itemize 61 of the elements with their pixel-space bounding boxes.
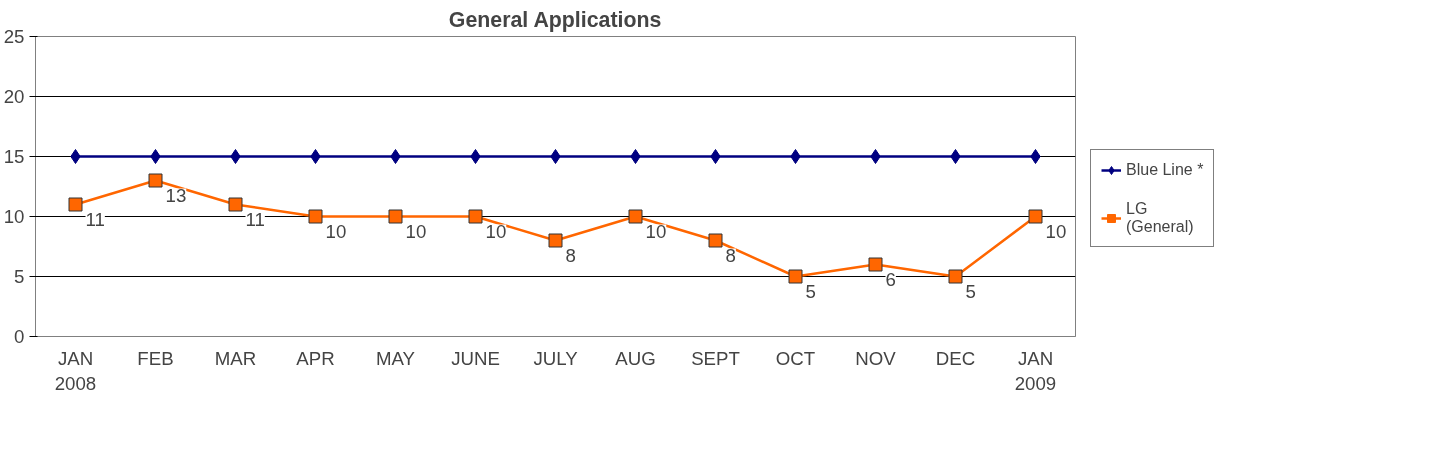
data-label: 10: [645, 220, 667, 242]
y-tick-label: 20: [3, 86, 25, 107]
point: [390, 149, 401, 164]
point: [228, 197, 243, 212]
x-tick-label: DEC: [935, 347, 976, 369]
point: [710, 149, 721, 164]
x-tick-label: APR: [296, 347, 335, 369]
point: [230, 149, 241, 164]
point: [310, 149, 321, 164]
data-label: 10: [1045, 220, 1067, 242]
y-tick-label: 15: [3, 146, 25, 167]
x-tick-label: JUNE: [451, 347, 500, 369]
point: [630, 149, 641, 164]
data-label: 10: [325, 220, 347, 242]
x-tick-label: MAR: [214, 347, 257, 369]
point: [70, 149, 81, 164]
x-tick-label: JAN 2008: [54, 347, 97, 394]
point: [1028, 209, 1043, 224]
point: [68, 197, 83, 212]
point: [950, 149, 961, 164]
point: [1030, 149, 1041, 164]
point: [868, 257, 883, 272]
chart-title: General Applications: [448, 7, 662, 32]
data-label: 5: [805, 280, 816, 302]
data-label: 8: [725, 244, 736, 266]
data-label: 11: [85, 208, 105, 230]
point: [150, 149, 161, 164]
x-tick-label: NOV: [855, 347, 897, 369]
point: [708, 233, 723, 248]
point: [470, 149, 481, 164]
x-tick-label: MAY: [375, 347, 416, 369]
point: [548, 233, 563, 248]
legend-label: LG (General): [1126, 200, 1194, 236]
data-label: 5: [965, 280, 976, 302]
y-tick-label: 10: [3, 206, 25, 227]
data-label: 11: [245, 208, 265, 230]
y-tick-label: 5: [14, 266, 25, 287]
point: [790, 149, 801, 164]
point: [308, 209, 323, 224]
y-tick-label: 25: [3, 26, 25, 47]
point: [388, 209, 403, 224]
x-tick-label: OCT: [775, 347, 816, 369]
x-tick-label: SEPT: [691, 347, 740, 369]
point: [948, 269, 963, 284]
point: [788, 269, 803, 284]
data-label: 6: [885, 268, 896, 290]
point: [550, 149, 561, 164]
x-tick-label: AUG: [615, 347, 656, 369]
y-tick-label: 0: [14, 326, 25, 347]
data-label: 13: [165, 184, 187, 206]
x-tick-label: JAN 2009: [1014, 347, 1057, 394]
x-tick-label: JULY: [533, 347, 579, 369]
x-tick-label: FEB: [137, 347, 174, 369]
data-label: 8: [565, 244, 576, 266]
point: [468, 209, 483, 224]
data-label: 10: [485, 220, 507, 242]
point: [148, 173, 163, 188]
data-label: 10: [405, 220, 427, 242]
legend-label: Blue Line *: [1126, 161, 1204, 179]
point: [628, 209, 643, 224]
point: [870, 149, 881, 164]
